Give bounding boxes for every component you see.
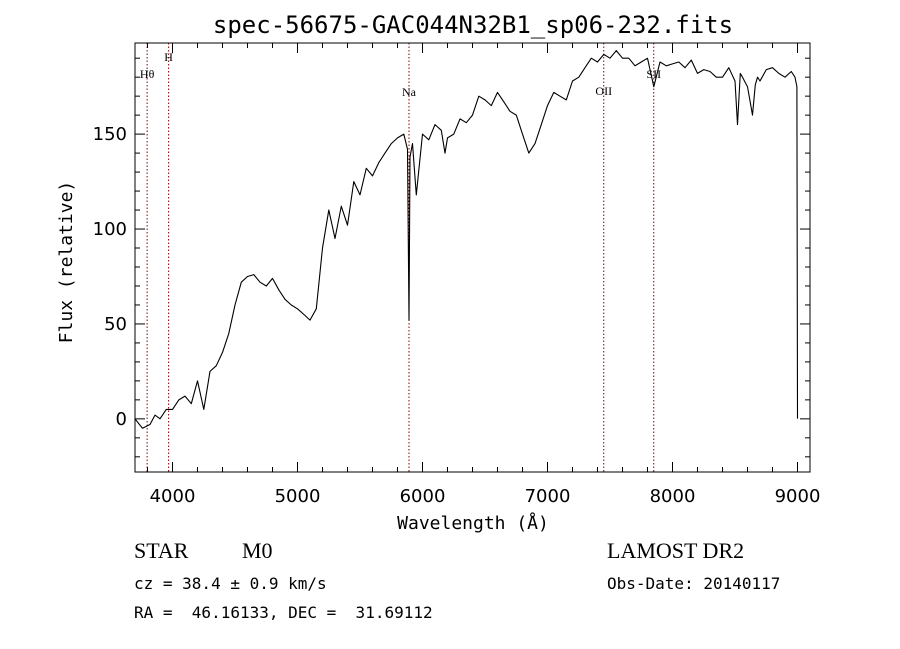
x-tick-label: 6000 [400, 486, 446, 507]
redshift-cz: cz = 38.4 ± 0.9 km/s [134, 574, 327, 593]
x-tick-label: 4000 [150, 486, 196, 507]
spectral-subclass: M0 [242, 538, 273, 563]
line-marker-label: OII [595, 84, 612, 98]
y-axis-label: Flux (relative) [56, 181, 77, 344]
survey-release: LAMOST DR2 [607, 538, 745, 563]
plot-frame [134, 42, 811, 473]
line-marker-label: Na [402, 85, 417, 99]
spectrum-series [135, 50, 799, 429]
line-marker-label: SII [646, 67, 661, 81]
observation-date: Obs-Date: 20140117 [607, 574, 781, 593]
chart-title: spec-56675-GAC044N32B1_sp06-232.fits [213, 11, 733, 39]
y-tick-label: 150 [93, 124, 127, 145]
x-tick-label: 8000 [650, 486, 696, 507]
object-type: STAR [134, 538, 189, 563]
x-tick-label: 9000 [775, 486, 821, 507]
line-marker-label: Hθ [140, 67, 155, 81]
axes: 4000 5000 6000 7000 8000 9000 0 50 100 150 [93, 42, 821, 507]
x-tick-label: 7000 [525, 486, 571, 507]
y-tick-label: 50 [104, 314, 127, 335]
x-axis-label: Wavelength (Å) [397, 512, 549, 534]
x-tick-label: 5000 [275, 486, 321, 507]
y-tick-label: 100 [93, 219, 127, 240]
coordinates: RA = 46.16133, DEC = 31.69112 [134, 603, 433, 622]
plot-area: Hθ H Na OII SII [135, 43, 799, 472]
y-tick-label: 0 [116, 409, 127, 430]
line-marker-label: H [164, 50, 173, 64]
